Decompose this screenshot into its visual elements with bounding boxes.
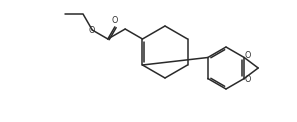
Text: O: O	[244, 51, 251, 61]
Text: O: O	[112, 16, 118, 25]
Text: O: O	[88, 26, 94, 35]
Text: O: O	[244, 76, 251, 85]
